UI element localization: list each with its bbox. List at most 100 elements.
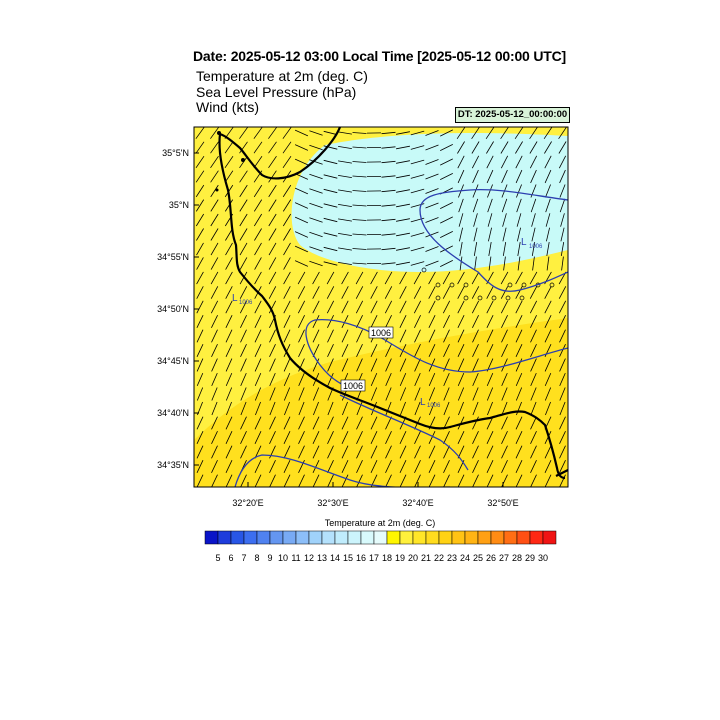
wind-barb — [410, 130, 425, 136]
wind-barb — [472, 344, 479, 357]
longitude-axis: 32°20'E 32°30'E 32°40'E 32°50'E — [232, 482, 519, 508]
wind-barb — [486, 169, 494, 184]
wind-barb — [425, 246, 439, 252]
wind-barb — [546, 256, 550, 271]
wind-barb — [210, 127, 219, 139]
colorbar-swatch — [438, 530, 453, 545]
wind-barb — [225, 286, 233, 299]
colorbar-tick-label: 12 — [304, 553, 314, 563]
wind-barb — [385, 315, 392, 328]
wind-barb — [268, 127, 277, 139]
wind-barb — [225, 257, 233, 270]
wind-barb — [294, 144, 309, 151]
wind-barb — [472, 416, 479, 430]
wind-barb — [196, 445, 204, 459]
wind-barb — [297, 271, 306, 285]
wind-barb — [312, 329, 320, 343]
wind-barb — [486, 445, 494, 459]
wind-barb — [225, 315, 233, 328]
wind-barb — [472, 184, 479, 198]
wind-barb — [195, 170, 205, 183]
wind-barb — [356, 358, 363, 372]
wind-barb — [385, 358, 392, 372]
wind-barb — [501, 315, 508, 328]
wind-barb — [472, 372, 479, 387]
wind-barb — [545, 401, 551, 416]
wind-barb — [486, 344, 494, 357]
wind-barb — [240, 329, 247, 343]
wind-barb — [501, 358, 508, 372]
wind-barb — [559, 372, 566, 387]
wind-barb — [559, 329, 566, 343]
wind-barb — [381, 160, 396, 164]
colorbar-tick-label: 13 — [317, 553, 327, 563]
isobars — [234, 189, 568, 487]
colorbar-swatch — [243, 530, 258, 545]
wind-barb — [385, 460, 392, 473]
wind-barb — [503, 256, 506, 271]
wind-barb — [399, 329, 407, 343]
wind-barb — [370, 431, 378, 444]
wind-barb — [309, 159, 323, 165]
wind-barb — [240, 431, 247, 444]
wind-barb — [559, 460, 566, 473]
wind-barb — [559, 315, 566, 328]
wind-barb — [530, 445, 537, 459]
calm-marker — [519, 295, 525, 301]
wind-barb — [487, 213, 493, 227]
wind-barb — [456, 127, 466, 140]
wind-barb — [517, 242, 521, 256]
wind-barb — [443, 387, 450, 401]
wind-barb — [443, 315, 450, 328]
wind-barb — [309, 217, 323, 223]
wind-barb — [211, 329, 218, 343]
wind-barb — [414, 401, 421, 416]
wind-barb — [428, 372, 436, 387]
colorbar-swatch — [412, 530, 427, 545]
wind-barb — [410, 246, 425, 252]
wind-barb — [210, 228, 219, 241]
wind-barb — [410, 145, 425, 150]
wind-barb — [440, 245, 453, 253]
wind-barb — [254, 358, 262, 372]
wind-barb — [225, 387, 233, 401]
wind-barb — [544, 460, 552, 473]
wind-barb — [399, 358, 407, 372]
wind-barb — [558, 155, 567, 169]
wind-barb — [312, 474, 320, 487]
wind-barb — [283, 329, 291, 343]
wind-barb — [425, 159, 439, 165]
wind-barb — [425, 173, 439, 180]
wind-barb — [283, 474, 291, 487]
wind-barb — [486, 474, 494, 487]
wind-barb — [282, 184, 292, 198]
wind-barb — [472, 460, 479, 473]
wind-barb — [457, 286, 465, 299]
wind-barb — [269, 358, 276, 372]
low-marker-east-value: 1006 — [529, 244, 543, 250]
wind-barb — [356, 431, 363, 444]
wind-barb — [396, 174, 410, 179]
wind-barb — [413, 286, 422, 299]
wind-barb — [544, 445, 552, 459]
wind-barb — [501, 169, 508, 184]
wind-barb — [196, 271, 204, 285]
wind-barb — [486, 416, 494, 430]
wind-barb — [472, 401, 479, 416]
wind-barb — [195, 199, 205, 212]
wind-barb — [253, 155, 263, 169]
wind-barb — [516, 401, 522, 416]
wind-barb — [327, 460, 334, 473]
wind-barb — [428, 387, 436, 401]
wind-barb — [356, 315, 363, 328]
wind-barb — [283, 372, 291, 387]
colorbar-swatch — [477, 530, 492, 545]
wind-barb — [352, 161, 367, 163]
wind-barb — [529, 271, 538, 285]
wind-barb — [283, 257, 291, 270]
wind-barb — [384, 286, 393, 299]
islet-2 — [241, 158, 245, 162]
lat-label: 34°35'N — [157, 460, 189, 470]
map-plot-area: 1006 1006 L 1006 L 1006 L 1006 — [194, 127, 568, 487]
wind-barb — [268, 257, 277, 270]
